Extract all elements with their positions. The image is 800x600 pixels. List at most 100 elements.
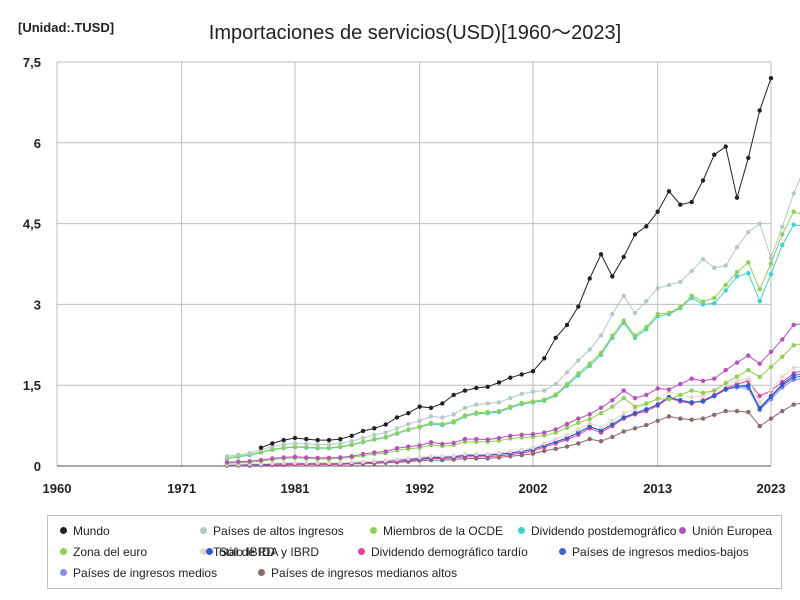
data-point xyxy=(746,260,751,265)
data-point xyxy=(655,311,660,317)
data-point xyxy=(496,408,502,414)
data-point xyxy=(598,439,604,444)
x-tick-label: 1960 xyxy=(43,481,72,496)
data-point xyxy=(689,417,694,422)
data-point xyxy=(700,178,706,183)
data-point xyxy=(292,454,298,459)
data-point xyxy=(270,461,275,466)
data-point xyxy=(360,428,366,434)
data-point xyxy=(292,460,298,465)
series-line xyxy=(227,402,800,466)
data-point xyxy=(394,457,400,462)
data-point xyxy=(768,387,774,392)
data-point xyxy=(564,421,570,427)
data-point xyxy=(689,394,694,400)
data-point xyxy=(644,224,649,229)
data-point xyxy=(598,350,604,356)
data-point xyxy=(258,457,264,463)
y-tick-label: 4,5 xyxy=(23,217,41,232)
data-point xyxy=(553,430,558,435)
data-point xyxy=(553,392,558,397)
data-point xyxy=(780,337,785,342)
data-point xyxy=(621,415,626,420)
data-point xyxy=(462,436,468,442)
data-point xyxy=(632,395,638,401)
data-point xyxy=(428,420,434,426)
data-point xyxy=(621,429,626,434)
data-point xyxy=(270,444,275,449)
legend-label: Mundo xyxy=(73,524,110,538)
data-point xyxy=(406,456,411,461)
data-point xyxy=(372,459,377,464)
data-point xyxy=(519,391,524,396)
data-point xyxy=(757,423,762,429)
data-point xyxy=(224,454,230,459)
data-point xyxy=(723,282,728,288)
data-point xyxy=(247,459,252,464)
legend-marker-icon xyxy=(358,548,365,556)
legend-label: Unión Europea xyxy=(692,524,773,538)
data-point xyxy=(247,450,252,456)
data-point xyxy=(723,408,728,414)
data-point xyxy=(519,447,524,452)
data-point xyxy=(644,422,649,428)
data-point xyxy=(428,414,434,419)
data-point xyxy=(360,459,366,464)
data-point xyxy=(768,364,774,370)
data-point xyxy=(576,420,581,426)
data-point xyxy=(700,399,706,404)
data-point xyxy=(292,441,298,446)
data-point xyxy=(440,415,445,420)
data-point xyxy=(338,460,343,465)
data-point xyxy=(440,454,445,459)
data-point xyxy=(485,437,490,442)
legend-item: Zona del euro xyxy=(60,545,147,559)
data-point xyxy=(678,392,683,398)
data-point xyxy=(644,401,649,406)
data-point xyxy=(723,263,728,268)
x-tick-labels: 1960 1971 1981 1992 2002 2013 2023 xyxy=(43,481,786,496)
series-1 xyxy=(224,177,800,459)
legend-label: Sólo IBRD xyxy=(219,545,276,559)
data-point xyxy=(655,209,660,214)
data-point xyxy=(757,400,762,405)
data-point xyxy=(281,460,286,465)
data-point xyxy=(689,376,694,381)
series-4 xyxy=(224,322,800,465)
data-point xyxy=(621,395,626,401)
x-tick-label: 1981 xyxy=(281,481,310,496)
data-point xyxy=(360,439,366,444)
data-point xyxy=(462,413,468,418)
data-point xyxy=(734,408,740,414)
legend-label: Zona del euro xyxy=(73,545,148,559)
data-point xyxy=(485,409,490,415)
data-point xyxy=(258,445,264,450)
data-point xyxy=(666,414,672,419)
legend-item: Sólo IBRD xyxy=(206,545,275,559)
data-point xyxy=(542,430,547,435)
legend-marker-icon xyxy=(518,527,525,535)
data-point xyxy=(734,245,740,250)
legend-item: Países de ingresos medios-bajos xyxy=(559,545,749,559)
data-point xyxy=(564,444,570,449)
data-point xyxy=(349,433,354,438)
grid-lines xyxy=(56,61,772,467)
series-line xyxy=(226,177,800,457)
data-point xyxy=(451,453,456,458)
data-point xyxy=(780,242,785,248)
data-point xyxy=(564,432,570,437)
legend-item: Miembros de la OCDE xyxy=(370,524,503,538)
data-point xyxy=(553,436,558,442)
legend-marker-icon xyxy=(370,527,377,535)
data-point xyxy=(383,430,388,435)
data-point xyxy=(723,144,728,149)
data-point xyxy=(587,361,592,366)
data-point xyxy=(496,450,502,456)
data-point xyxy=(700,416,706,421)
data-point xyxy=(326,455,332,461)
data-point xyxy=(440,401,445,406)
legend-marker-icon xyxy=(200,548,207,556)
data-point xyxy=(576,371,581,376)
data-point xyxy=(530,432,536,437)
data-point xyxy=(700,257,706,262)
